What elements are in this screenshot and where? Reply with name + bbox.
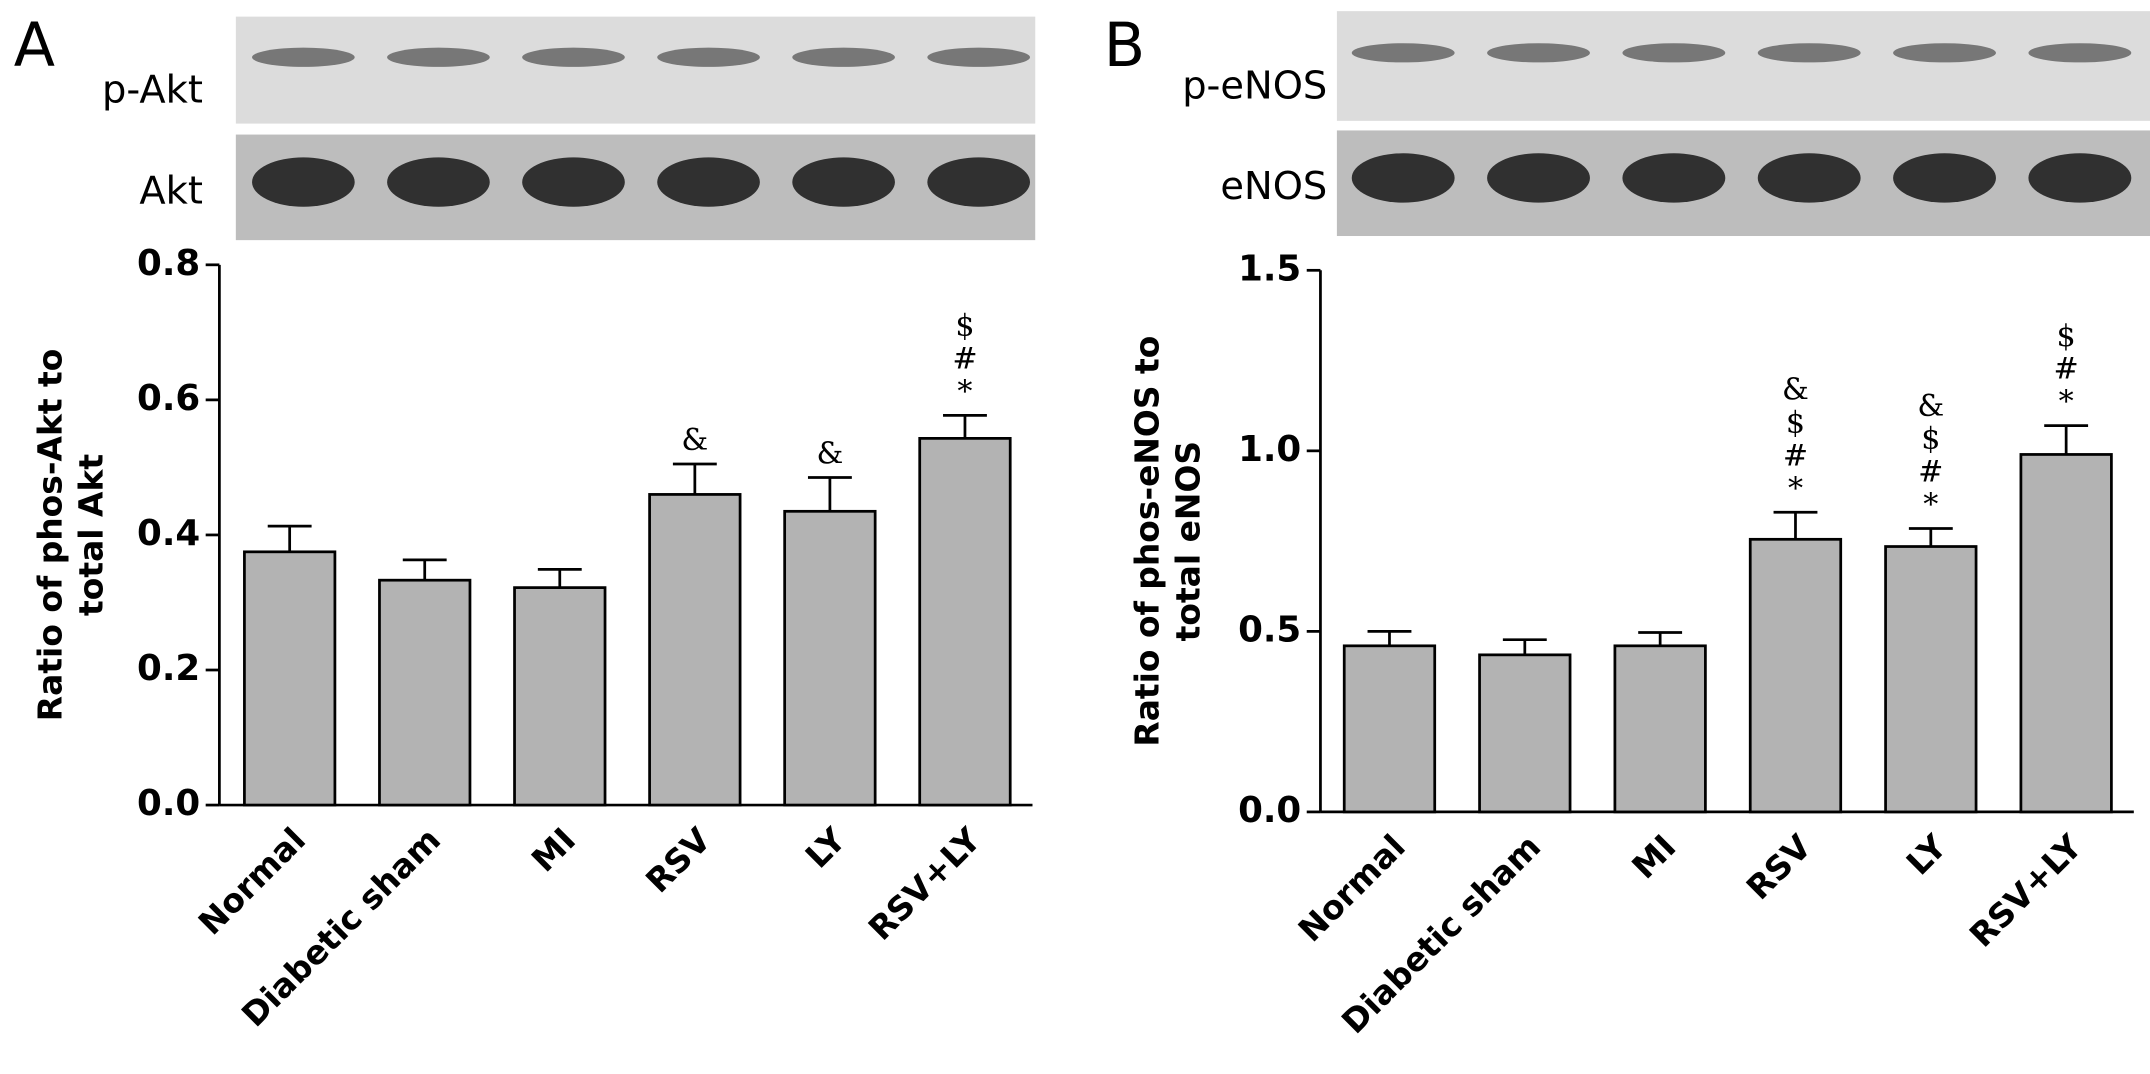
- blot-label: Akt: [139, 168, 203, 213]
- significance-mark: #: [1783, 438, 1808, 473]
- y-axis-title: total Akt: [72, 454, 111, 616]
- y-axis-title: Ratio of phos-eNOS to: [1128, 336, 1167, 747]
- error-bar: [943, 414, 987, 439]
- bar: [513, 586, 607, 807]
- y-axis-title: Ratio of phos-Akt to: [31, 349, 70, 722]
- blot-band: [1893, 153, 1996, 203]
- bar: [2019, 453, 2113, 814]
- significance-mark: #: [1918, 455, 1943, 490]
- blot-band: [1622, 153, 1726, 203]
- significance-mark: &: [816, 437, 843, 472]
- x-tick-label: RSV+LY: [1962, 826, 2091, 955]
- error-bar: [672, 462, 717, 495]
- y-tick-label: 0.0: [1238, 790, 1301, 831]
- y-tick-label: 1.0: [1238, 429, 1301, 470]
- blot-band: [1351, 153, 1455, 203]
- blot-band: [387, 157, 490, 207]
- bar: [918, 437, 1012, 807]
- significance-mark: $: [1786, 405, 1805, 440]
- blot-label: p-eNOS: [1182, 63, 1327, 108]
- significance-mark: $: [1921, 422, 1940, 457]
- significance-mark: #: [2054, 352, 2079, 387]
- blot-label: p-Akt: [102, 68, 203, 113]
- blot-band: [792, 47, 895, 67]
- significance-mark: &: [1917, 389, 1944, 424]
- x-tick-label: MI: [1624, 827, 1683, 886]
- panel-label: B: [1104, 11, 1145, 81]
- x-tick-label: Normal: [191, 820, 313, 942]
- blot-band: [792, 157, 895, 207]
- blot-band: [1757, 43, 1861, 63]
- bar: [1478, 653, 1572, 814]
- blot-band: [657, 157, 760, 207]
- significance-mark: *: [1923, 488, 1938, 523]
- x-tick-label: LY: [1899, 826, 1955, 882]
- y-tick-label: 1.5: [1238, 248, 1301, 289]
- bar: [648, 493, 742, 807]
- blot-band: [927, 47, 1030, 67]
- blot-band: [387, 47, 490, 67]
- error-bar: [807, 476, 852, 512]
- blot-band: [1487, 43, 1590, 63]
- bar: [1613, 644, 1707, 814]
- significance-mark: *: [957, 374, 972, 409]
- bar: [1748, 537, 1843, 814]
- x-tick-label: Normal: [1290, 827, 1412, 949]
- blot-band: [252, 157, 355, 207]
- bar: [783, 509, 877, 807]
- blot-band: [2028, 153, 2132, 203]
- significance-mark: *: [1788, 471, 1803, 506]
- x-tick-label: MI: [524, 820, 583, 879]
- significance-mark: &: [681, 423, 708, 458]
- y-tick-label: 0.2: [137, 648, 200, 689]
- error-bar: [402, 558, 447, 581]
- blot-image: [235, 134, 1036, 241]
- significance-mark: *: [2059, 385, 2074, 420]
- significance-mark: $: [2057, 319, 2076, 354]
- blot-image: [1336, 130, 2150, 237]
- error-bar: [2044, 424, 2089, 455]
- blot-band: [657, 47, 760, 67]
- blot-band: [522, 157, 625, 207]
- blot-band: [1893, 43, 1996, 63]
- error-bar: [1638, 631, 1683, 646]
- y-axis-title: total eNOS: [1169, 441, 1208, 641]
- significance-mark: &: [1782, 373, 1809, 408]
- blot-band: [2028, 43, 2132, 63]
- y-tick-label: 0.8: [137, 243, 200, 284]
- panel-label: A: [14, 11, 55, 81]
- blot-band: [927, 157, 1030, 207]
- blot-image: [1336, 11, 2150, 121]
- x-tick-label: LY: [798, 819, 854, 875]
- error-bar: [267, 524, 312, 552]
- error-bar: [537, 568, 582, 588]
- x-tick-label: RSV: [1739, 827, 1820, 908]
- y-tick-label: 0.4: [137, 513, 200, 554]
- error-bar: [1367, 630, 1412, 646]
- bar: [1342, 644, 1437, 814]
- bar: [378, 578, 472, 807]
- blot-band: [1757, 153, 1861, 203]
- x-tick-label: RSV+LY: [861, 819, 990, 948]
- significance-mark: #: [952, 342, 977, 377]
- blot-band: [252, 47, 355, 67]
- blot-band: [1351, 43, 1455, 63]
- blot-band: [522, 47, 625, 67]
- error-bar: [1908, 527, 1953, 547]
- blot-band: [1487, 153, 1590, 203]
- x-tick-label: RSV: [638, 820, 719, 901]
- bar: [243, 550, 337, 807]
- error-bar: [1502, 638, 1547, 655]
- significance-mark: $: [955, 309, 974, 344]
- blot-band: [1622, 43, 1726, 63]
- error-bar: [1773, 510, 1818, 540]
- bar: [1884, 545, 1978, 814]
- blot-image: [235, 16, 1036, 124]
- y-tick-label: 0.6: [137, 378, 200, 419]
- y-tick-label: 0.0: [137, 783, 200, 824]
- y-tick-label: 0.5: [1238, 609, 1301, 650]
- blot-label: eNOS: [1220, 164, 1327, 209]
